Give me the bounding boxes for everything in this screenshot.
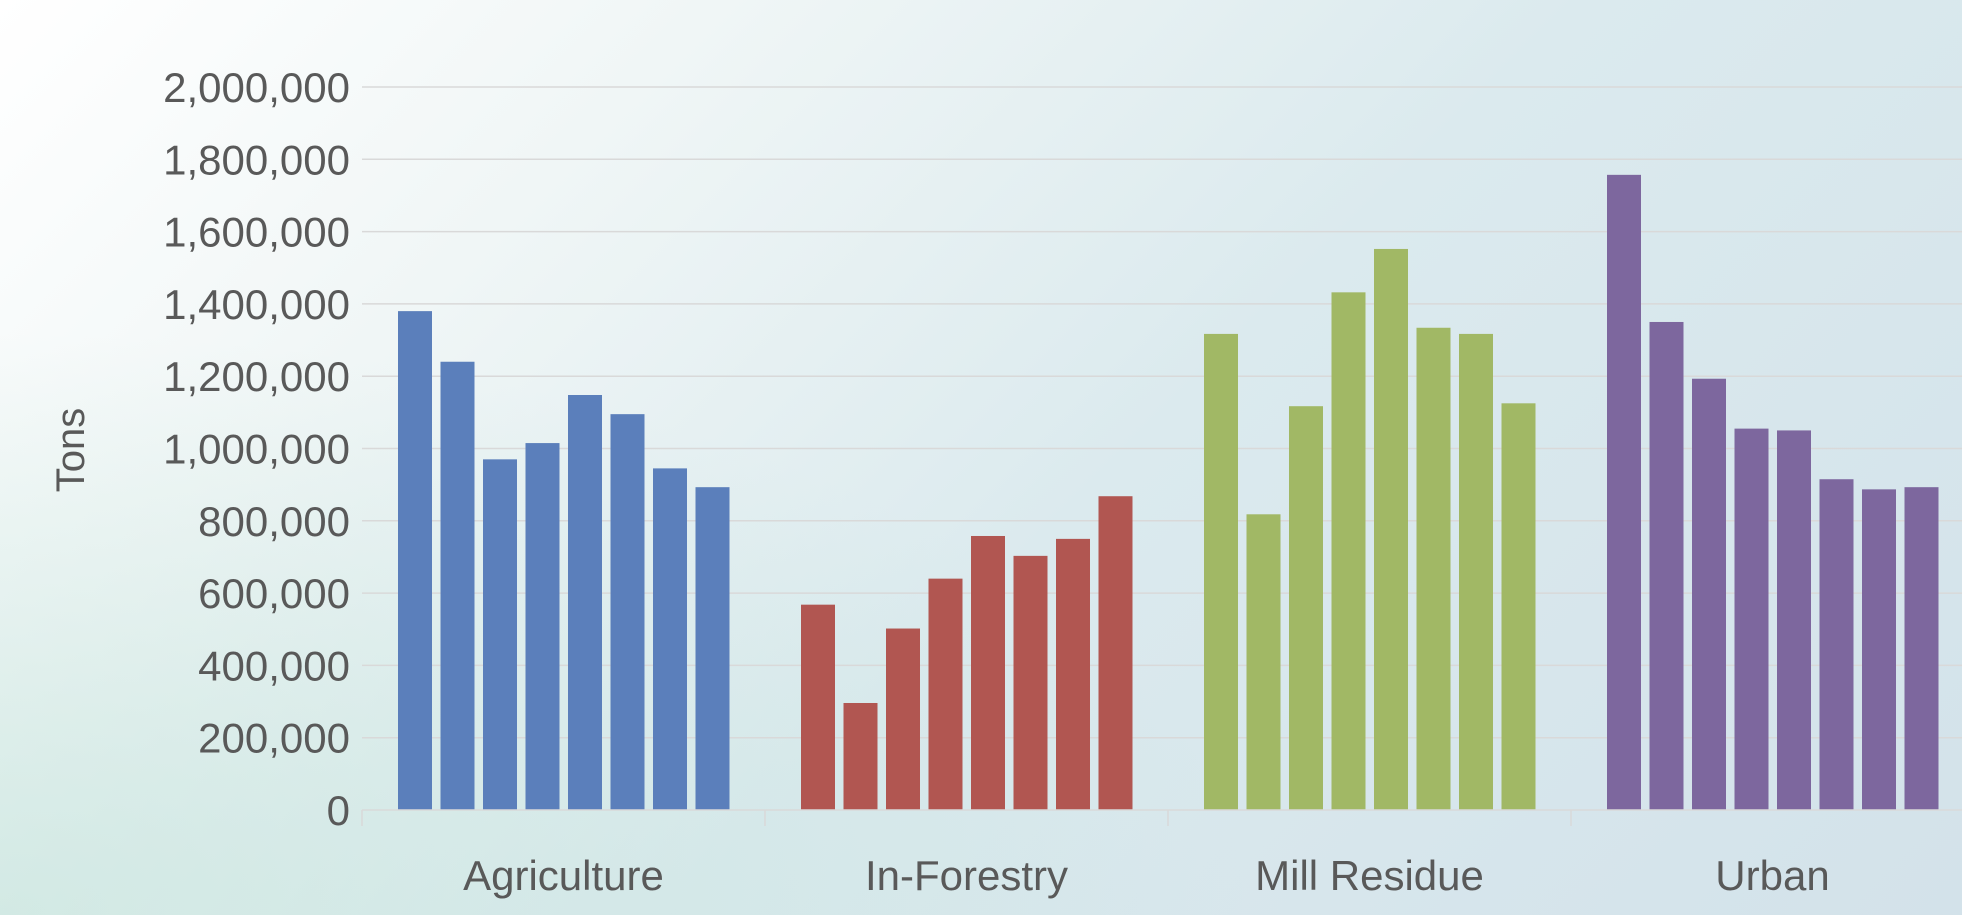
y-tick-label: 1,400,000 xyxy=(163,281,350,328)
y-tick-label: 1,200,000 xyxy=(163,353,350,400)
y-tick-label: 400,000 xyxy=(198,642,350,689)
bar-urban xyxy=(1904,487,1939,810)
x-axis-categories: Agriculture In-Forestry Mill Residue Urban xyxy=(463,852,1830,899)
bar-mill-residue xyxy=(1246,514,1281,810)
bar-urban xyxy=(1734,428,1769,810)
x-category-label: Urban xyxy=(1715,852,1829,899)
bar-mill-residue xyxy=(1204,333,1238,810)
bar-mill-residue xyxy=(1331,292,1366,810)
y-tick-label: 800,000 xyxy=(198,498,350,545)
bar-urban xyxy=(1649,321,1684,810)
bar-in-forestry xyxy=(928,578,963,810)
bar-mill-residue xyxy=(1501,403,1536,810)
y-tick-label: 0 xyxy=(327,787,350,834)
bar-agriculture xyxy=(483,459,517,810)
bar-in-forestry xyxy=(1098,496,1133,810)
y-tick-label: 600,000 xyxy=(198,570,350,617)
bar-mill-residue xyxy=(1374,248,1408,810)
bar-urban xyxy=(1607,174,1641,811)
y-axis-ticks: 0 200,000 400,000 600,000 800,000 1,000,000 1,… xyxy=(163,64,350,834)
y-tick-label: 1,600,000 xyxy=(163,209,350,256)
bar-mill-residue xyxy=(1289,406,1323,810)
bar-in-forestry xyxy=(971,535,1005,810)
bar-agriculture xyxy=(398,311,432,810)
bar-urban xyxy=(1862,489,1896,810)
bar-in-forestry xyxy=(1056,538,1090,810)
bar-agriculture xyxy=(695,487,730,810)
x-category-label: In-Forestry xyxy=(865,852,1068,899)
y-axis-title: Tons xyxy=(49,408,93,493)
bar-in-forestry xyxy=(1013,555,1048,810)
x-axis xyxy=(361,809,1962,826)
bar-mill-residue xyxy=(1459,333,1493,810)
bar-in-forestry xyxy=(886,628,920,810)
bar-in-forestry xyxy=(843,702,878,810)
x-category-label: Agriculture xyxy=(463,852,664,899)
y-tick-label: 200,000 xyxy=(198,715,350,762)
bar-agriculture xyxy=(653,468,687,810)
bars xyxy=(398,174,1939,811)
bar-mill-residue xyxy=(1416,327,1451,810)
bar-urban xyxy=(1777,430,1811,810)
y-tick-label: 1,800,000 xyxy=(163,136,350,183)
bar-agriculture xyxy=(568,394,602,810)
x-category-label: Mill Residue xyxy=(1255,852,1484,899)
y-tick-label: 1,000,000 xyxy=(163,426,350,473)
y-tick-label: 2,000,000 xyxy=(163,64,350,111)
bar-in-forestry xyxy=(801,604,835,810)
bar-urban xyxy=(1692,378,1726,810)
bar-agriculture xyxy=(610,414,645,810)
bar-urban xyxy=(1819,479,1854,810)
bar-agriculture xyxy=(440,361,475,810)
bar-agriculture xyxy=(525,443,560,810)
